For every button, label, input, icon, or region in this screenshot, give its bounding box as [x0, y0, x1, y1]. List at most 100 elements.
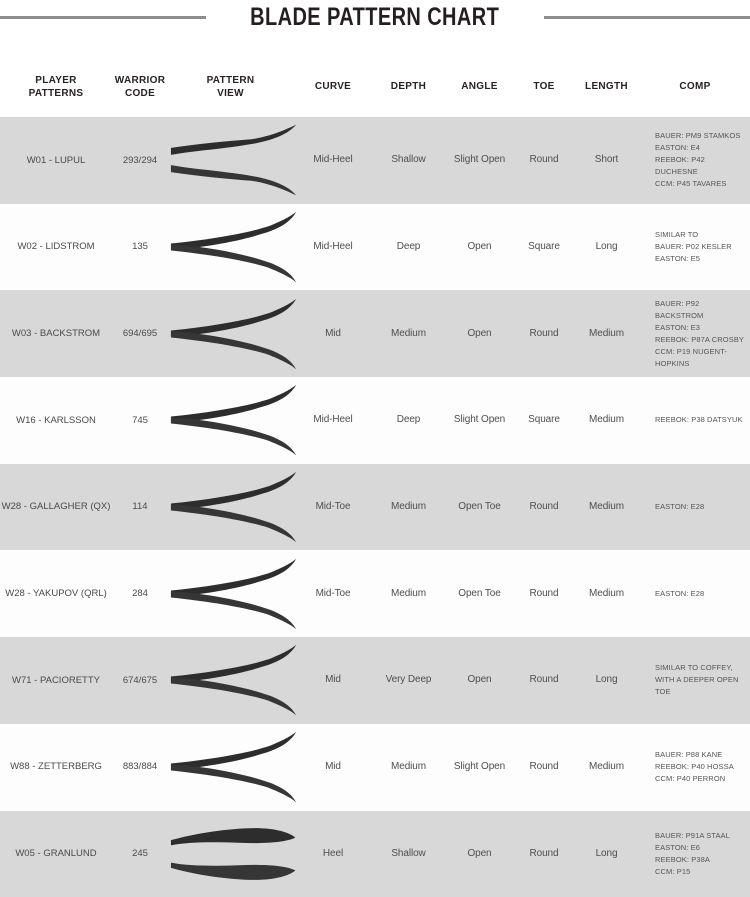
length-value: Medium [589, 761, 624, 773]
blade-silhouette-icon [170, 384, 297, 456]
angle-value: Open [467, 847, 492, 859]
column-header-8: COMP [679, 81, 711, 92]
warrior-code: 135 [132, 241, 148, 253]
curve-value: Mid-Heel [313, 241, 353, 253]
depth-value: Deep [396, 414, 421, 426]
pattern-view [168, 642, 297, 718]
column-header-row: PLAYER PATTERNS WARRIOR CODE PATTERN VIEW C… [0, 56, 750, 117]
angle-value: Open Toe [458, 501, 501, 513]
toe-value: Round [529, 587, 559, 599]
warrior-code: 674/675 [122, 674, 158, 686]
depth-value: Medium [391, 587, 426, 599]
depth-value: Medium [391, 761, 426, 773]
toe-value: Round [529, 674, 559, 686]
title-bar: BLADE PATTERN CHART [0, 0, 750, 32]
comp-list: SIMILAR TO COFFEY, WITH A DEEPER OPEN TOE [655, 663, 739, 697]
blade-silhouette-icon [170, 558, 297, 630]
toe-value: Round [529, 847, 559, 859]
player-pattern-name: W28 - GALLAGHER (QX) [1, 501, 111, 513]
player-pattern-name: W03 - BACKSTROM [11, 328, 101, 340]
angle-value: Open Toe [458, 587, 501, 599]
player-pattern-name: W05 - GRANLUND [15, 848, 97, 860]
angle-value: Slight Open [453, 154, 506, 166]
curve-value: Mid-Heel [313, 154, 353, 166]
depth-value: Medium [391, 327, 426, 339]
player-pattern-name: W88 - ZETTERBERG [10, 761, 102, 773]
column-header-2: PATTERN VIEW [206, 74, 255, 99]
depth-value: Medium [391, 501, 426, 513]
pattern-table: W01 - LUPUL 293/294 Mid-Heel Shallow Sli… [0, 117, 750, 897]
length-value: Long [595, 674, 618, 686]
blade-silhouette-icon [170, 645, 297, 716]
warrior-code: 245 [132, 848, 148, 860]
toe-value: Square [528, 241, 560, 253]
curve-value: Mid-Heel [313, 414, 353, 426]
column-header-0: PLAYER PATTERNS [28, 74, 84, 99]
table-row: W05 - GRANLUND 245 Heel Shallow Open Rou… [0, 810, 750, 897]
pattern-view [168, 122, 297, 198]
comp-list: SIMILAR TO BAUER: P02 KESLER EASTON: E5 [655, 230, 732, 264]
table-row: W02 - LIDSTROM 135 Mid-Heel Deep Open Sq… [0, 203, 750, 291]
curve-value: Mid [325, 327, 341, 339]
blade-silhouette-icon [170, 298, 297, 370]
table-row: W03 - BACKSTROM 694/695 Mid Medium Open … [0, 290, 750, 378]
column-header-6: TOE [533, 81, 555, 92]
player-pattern-name: W71 - PACIORETTY [12, 674, 100, 686]
angle-value: Slight Open [453, 761, 506, 773]
pattern-view [168, 296, 297, 372]
toe-value: Square [528, 414, 560, 426]
column-header-1: WARRIOR CODE [114, 74, 166, 99]
blade-silhouette-icon [170, 124, 297, 196]
warrior-code: 694/695 [122, 328, 158, 340]
warrior-code: 745 [132, 414, 148, 426]
title-rule-left [0, 16, 207, 19]
depth-value: Shallow [391, 154, 426, 166]
blade-silhouette-icon [170, 731, 297, 803]
comp-list: BAUER: P91A STAAL EASTON: E6 REEBOK: P38A C… [655, 830, 730, 876]
length-value: Short [594, 154, 619, 166]
comp-list: BAUER: P88 KANE REEBOK: P40 HOSSA CCM: P40… [655, 750, 734, 784]
angle-value: Open [467, 327, 492, 339]
warrior-code: 284 [132, 588, 148, 600]
player-pattern-name: W16 - KARLSSON [16, 414, 96, 426]
curve-value: Mid-Toe [315, 587, 351, 599]
curve-value: Heel [322, 847, 344, 859]
comp-list: EASTON: E28 [655, 588, 705, 598]
pattern-view [168, 729, 297, 805]
length-value: Medium [589, 414, 624, 426]
table-row: W28 - GALLAGHER (QX) 114 Mid-Toe Medium … [0, 463, 750, 551]
depth-value: Very Deep [385, 674, 432, 686]
blade-silhouette-icon [170, 471, 297, 543]
table-row: W16 - KARLSSON 745 Mid-Heel Deep Slight … [0, 377, 750, 464]
player-pattern-name: W02 - LIDSTROM [17, 241, 95, 253]
curve-value: Mid [325, 761, 341, 773]
curve-value: Mid [325, 674, 341, 686]
angle-value: Open [467, 241, 492, 253]
player-pattern-name: W28 - YAKUPOV (QRL) [5, 588, 107, 600]
column-header-7: LENGTH [585, 81, 628, 92]
depth-value: Shallow [391, 847, 426, 859]
pattern-view [168, 382, 297, 458]
pattern-view [168, 209, 297, 285]
player-pattern-name: W01 - LUPUL [26, 154, 86, 166]
angle-value: Open [467, 674, 492, 686]
table-row: W01 - LUPUL 293/294 Mid-Heel Shallow Sli… [0, 117, 750, 204]
length-value: Medium [589, 327, 624, 339]
pattern-view [168, 556, 297, 632]
column-header-5: ANGLE [461, 81, 498, 92]
warrior-code: 883/884 [122, 761, 158, 773]
column-header-4: DEPTH [390, 81, 427, 92]
table-row: W71 - PACIORETTY 674/675 Mid Very Deep O… [0, 637, 750, 724]
toe-value: Round [529, 501, 559, 513]
warrior-code: 293/294 [122, 154, 158, 166]
title-rule-right [543, 16, 750, 19]
angle-value: Slight Open [453, 414, 506, 426]
comp-list: REEBOK: P38 DATSYUK [655, 415, 743, 425]
length-value: Long [595, 847, 618, 859]
depth-value: Deep [396, 241, 421, 253]
toe-value: Round [529, 327, 559, 339]
table-row: W28 - YAKUPOV (QRL) 284 Mid-Toe Medium O… [0, 550, 750, 638]
pattern-view [168, 469, 297, 545]
length-value: Medium [589, 587, 624, 599]
